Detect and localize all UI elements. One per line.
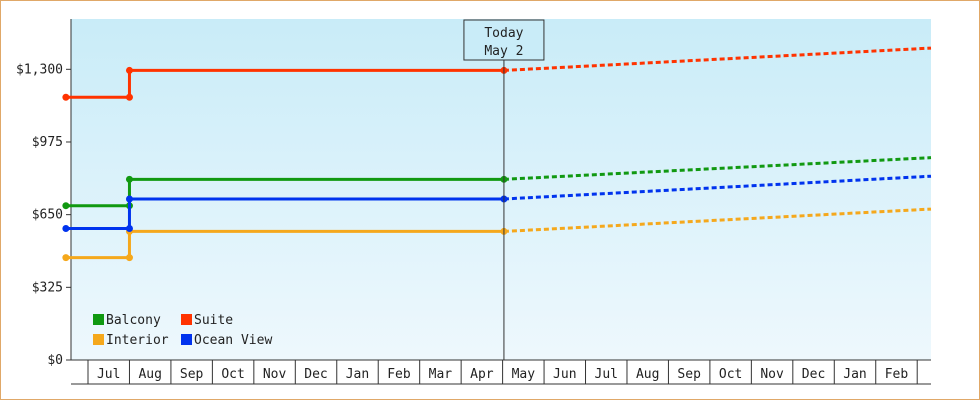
legend-label-balcony: Balcony (106, 313, 161, 328)
x-tick-label: Nov (760, 367, 784, 382)
legend-swatch-suite (181, 314, 192, 325)
x-tick-label: Oct (719, 367, 742, 382)
legend-label-suite: Suite (194, 313, 233, 328)
y-tick-label: $1,300 (16, 62, 63, 77)
legend-label-interior: Interior (106, 333, 169, 348)
y-axis: $0 $325 $650 $975 $1,300 (16, 19, 72, 368)
x-tick-label: Jun (553, 367, 576, 382)
data-point-interior (62, 254, 70, 262)
series-projection-balcony (503, 156, 932, 181)
y-tick-label: $975 (32, 135, 63, 150)
x-tick-label: Jan (843, 367, 866, 382)
legend-swatch-ocean-view (181, 334, 192, 345)
x-tick-label: Aug (636, 367, 659, 382)
y-tick-label: $650 (32, 208, 63, 223)
x-tick-label: Oct (221, 367, 244, 382)
x-tick-label: Aug (138, 367, 161, 382)
y-tick-label: $325 (32, 280, 63, 295)
data-point-suite (62, 93, 70, 101)
series-balcony (62, 156, 932, 210)
x-tick-label: Nov (263, 367, 287, 382)
series-projection-ocean-view (503, 174, 932, 201)
legend-label-ocean-view: Ocean View (194, 333, 272, 348)
x-tick-label: Jul (97, 367, 120, 382)
data-point-ocean-view (62, 225, 70, 233)
legend-swatch-balcony (93, 314, 104, 325)
x-tick-label: Dec (802, 367, 825, 382)
series-line-ocean-view (65, 197, 504, 231)
data-point-suite (125, 66, 133, 74)
x-tick-label: Jul (595, 367, 618, 382)
x-tick-label: Feb (885, 367, 909, 382)
today-box (463, 19, 545, 61)
plot-background (71, 19, 931, 360)
x-tick-label: Jan (346, 367, 369, 382)
x-tick-label: Dec (304, 367, 327, 382)
series-line-suite (65, 68, 504, 99)
x-tick-label: Apr (470, 367, 494, 382)
data-point-ocean-view (125, 225, 133, 233)
data-point-balcony (62, 202, 70, 210)
legend: Balcony Suite Interior Ocean View (93, 313, 272, 348)
today-label: Today (484, 26, 523, 41)
today-marker: Today May 2 (463, 19, 545, 360)
series-suite (62, 46, 932, 101)
x-tick-label: Sep (677, 367, 701, 382)
series-line-interior (65, 229, 504, 260)
x-axis: Jul Aug Sep Oct Nov Dec Jan Feb Mar Apr May Jun Jul A… (71, 359, 931, 385)
series-line-balcony (65, 177, 504, 208)
today-date: May 2 (484, 44, 523, 59)
x-tick-label: May (512, 367, 536, 382)
legend-swatch-interior (93, 334, 104, 345)
y-tick-label: $0 (47, 353, 63, 368)
data-point-ocean-view (125, 195, 133, 203)
series-projection-interior (503, 207, 932, 233)
x-tick-label: Sep (180, 367, 204, 382)
series-projection-suite (503, 46, 932, 72)
data-point-interior (125, 254, 133, 262)
x-tick-label: Mar (429, 367, 453, 382)
data-point-suite (125, 93, 133, 101)
series-layer (62, 46, 932, 262)
x-tick-label: Feb (387, 367, 411, 382)
data-point-balcony (125, 175, 133, 183)
series-ocean-view (62, 174, 932, 233)
